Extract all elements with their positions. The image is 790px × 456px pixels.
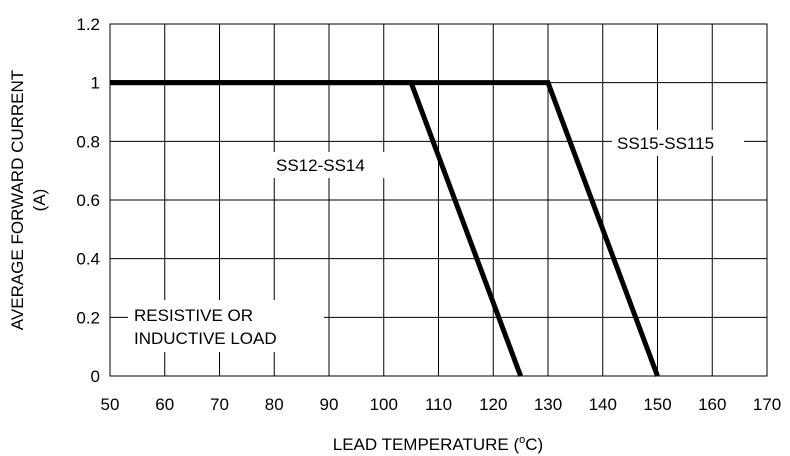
x-tick-label: 130 <box>534 395 562 414</box>
x-tick-label: 110 <box>425 395 452 414</box>
x-tick-label: 160 <box>698 395 726 414</box>
y-tick-label: 0 <box>91 367 100 386</box>
series-lines <box>110 80 660 377</box>
x-tick-label: 50 <box>101 395 120 414</box>
series-line-2 <box>110 80 660 377</box>
plot-frame <box>109 23 768 377</box>
load-label-line2: INDUCTIVE LOAD <box>134 329 277 348</box>
x-tick-label: 170 <box>753 395 781 414</box>
x-axis-title-unit: C) <box>525 435 543 454</box>
series1-label-bg <box>270 152 388 178</box>
x-tick-label: 100 <box>370 395 398 414</box>
x-axis-title: LEAD TEMPERATURE (oC) <box>333 434 543 454</box>
x-tick-label: 90 <box>320 395 339 414</box>
series2-label-bg <box>612 130 744 156</box>
series1-label: SS12-SS14 <box>276 156 365 175</box>
x-tick-label: 120 <box>479 395 507 414</box>
x-axis-title-main: LEAD TEMPERATURE ( <box>333 435 520 454</box>
x-tick-label: 140 <box>589 395 617 414</box>
series2-label: SS15-SS115 <box>617 134 714 153</box>
x-tick-label: 60 <box>155 395 174 414</box>
y-tick-label: 1.2 <box>76 15 100 34</box>
y-tick-label: 1 <box>91 74 100 93</box>
y-tick-label: 0.2 <box>76 308 100 327</box>
tick-labels: 50 60 70 80 90 100 110 120 130 140 150 160 170 0 0.2 0.… <box>76 15 781 414</box>
y-tick-label: 0.4 <box>76 250 100 269</box>
x-tick-label: 80 <box>265 395 284 414</box>
x-axis-title-degree: o <box>519 434 525 446</box>
x-tick-label: 150 <box>643 395 671 414</box>
y-axis-title-line2: (A) <box>30 189 49 212</box>
load-label-line1: RESISTIVE OR <box>134 306 253 325</box>
y-tick-label: 0.8 <box>76 132 100 151</box>
y-tick-label: 0.6 <box>76 191 100 210</box>
x-tick-label: 70 <box>210 395 229 414</box>
load-label-bg <box>128 300 324 352</box>
y-axis-title-line1: AVERAGE FORWARD CURRENT <box>8 70 27 330</box>
